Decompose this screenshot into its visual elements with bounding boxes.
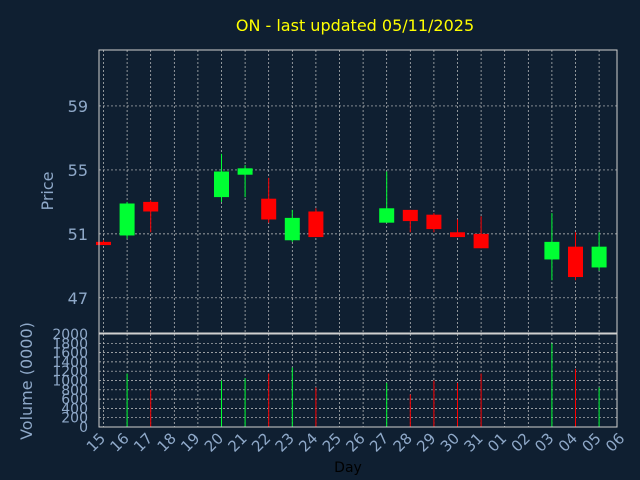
x-axis-label: Day xyxy=(334,460,362,476)
volume-axis-label: Volume (0000) xyxy=(17,322,36,440)
x-tick-label: 22 xyxy=(248,429,274,455)
candle-body xyxy=(450,232,465,238)
x-tick-label: 30 xyxy=(437,429,463,455)
volume-tick-label: 1800 xyxy=(52,336,88,352)
price-tick-label: 47 xyxy=(68,289,88,308)
x-tick-label: 21 xyxy=(224,429,250,455)
x-tick-label: 26 xyxy=(342,429,368,455)
price-tick-label: 55 xyxy=(68,161,88,180)
marks-layer xyxy=(96,153,607,427)
x-tick-label: 05 xyxy=(578,429,604,455)
x-tick-label: 19 xyxy=(177,429,203,455)
x-tick-label: 06 xyxy=(602,429,628,455)
axes-layer xyxy=(98,49,618,428)
x-tick-label: 29 xyxy=(413,429,439,455)
x-tick-label: 01 xyxy=(484,429,510,455)
volume-tick-label: 1200 xyxy=(52,364,88,380)
x-tick-label: 16 xyxy=(106,429,132,455)
x-tick-label: 18 xyxy=(154,429,180,455)
candle-body xyxy=(402,209,418,222)
candle-body xyxy=(544,241,560,260)
x-tick-label: 27 xyxy=(366,429,392,455)
volume-tick-label: 200 xyxy=(61,411,88,427)
x-tick-label: 20 xyxy=(201,429,227,455)
volume-tick-label: 0 xyxy=(79,420,88,436)
x-tick-label: 02 xyxy=(508,429,534,455)
volume-tick-label: 1400 xyxy=(52,355,88,371)
candle-body xyxy=(568,246,583,278)
candle-body xyxy=(308,211,324,238)
candle-body xyxy=(143,201,159,212)
x-tick-label: 28 xyxy=(390,429,416,455)
price-panel-frame xyxy=(98,49,618,334)
price-axis-label: Price xyxy=(38,171,57,210)
candle-body xyxy=(473,233,489,249)
x-tick-label: 03 xyxy=(531,429,557,455)
x-tick-label: 31 xyxy=(460,429,486,455)
x-tick-label: 23 xyxy=(272,429,298,455)
price-tick-label: 59 xyxy=(68,97,88,116)
x-tick-label: 04 xyxy=(555,429,581,455)
candle-body xyxy=(96,241,111,246)
candle-body xyxy=(426,214,442,230)
grid-layer xyxy=(99,50,617,427)
price-tick-label: 51 xyxy=(68,225,88,244)
candle-body xyxy=(237,168,253,175)
x-tick-label: 25 xyxy=(319,429,345,455)
candle-body xyxy=(379,208,395,223)
chart-title: ON - last updated 05/11/2025 xyxy=(236,16,474,35)
tick-labels-layer: 4751555902004006008001000120014001600180… xyxy=(52,97,628,456)
candle-body xyxy=(261,198,277,220)
volume-tick-label: 800 xyxy=(61,383,88,399)
candle-body xyxy=(214,171,229,198)
volume-tick-label: 2000 xyxy=(52,327,88,343)
x-tick-label: 17 xyxy=(130,429,156,455)
candle-body xyxy=(284,217,300,241)
candle-body xyxy=(119,203,135,236)
x-tick-label: 24 xyxy=(295,429,321,455)
volume-tick-label: 600 xyxy=(61,392,88,408)
volume-tick-label: 1000 xyxy=(52,374,88,390)
candle-body xyxy=(591,246,607,268)
volume-tick-label: 1600 xyxy=(52,346,88,362)
volume-panel-frame xyxy=(98,333,618,428)
volume-tick-label: 400 xyxy=(61,401,88,417)
